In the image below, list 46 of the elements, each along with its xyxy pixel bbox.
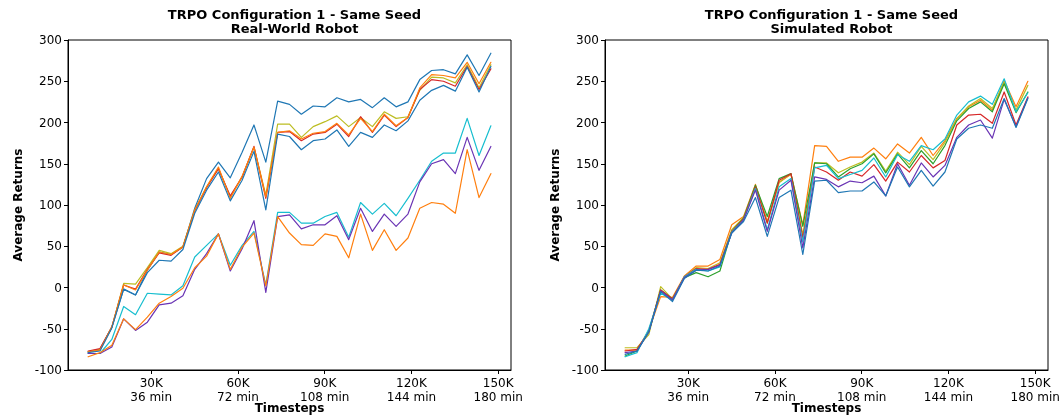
x2-tick-label: 36 min [130,390,173,404]
y-tick-label: 150 [576,156,599,171]
y-tick-label: 150 [39,156,62,171]
x-tick-label: 60K [763,376,788,390]
y-tick-label: 0 [54,280,62,295]
x2-tick-label: 180 min [473,390,523,404]
y-tick-label: -50 [579,321,599,336]
x-axis-title: Timesteps [254,401,325,415]
y-tick-label: -100 [571,363,599,377]
y-tick-label: -50 [42,321,62,336]
x-tick-label: 90K [850,376,875,390]
chart-title: TRPO Configuration 1 - Same Seed [167,7,422,22]
x-tick-label: 120K [933,376,965,390]
x2-tick-label: 108 min [837,390,887,404]
y-tick-label: 50 [46,239,62,254]
y-tick-label: 200 [576,115,599,130]
chart-subtitle: Simulated Robot [770,21,893,36]
y-tick-label: 50 [583,239,599,254]
x-tick-label: 90K [313,376,338,390]
x-tick-label: 150K [482,376,515,390]
y-tick-label: 250 [576,74,599,89]
x-tick-label: 150K [1019,376,1052,390]
y-tick-label: 100 [576,198,599,212]
x-tick-label: 30K [676,376,701,390]
y-tick-label: -100 [34,363,62,377]
x2-tick-label: 144 min [386,390,437,404]
chart-title: TRPO Configuration 1 - Same Seed [704,7,959,22]
x-tick-label: 30K [139,376,164,390]
x2-tick-label: 72 min [754,390,796,404]
y-tick-label: 250 [39,74,62,89]
y-tick-label: 0 [591,280,599,295]
y-tick-label: 300 [39,33,62,47]
x2-tick-label: 108 min [300,390,350,404]
x2-tick-label: 36 min [667,390,710,404]
x2-tick-label: 144 min [923,390,974,404]
x2-tick-label: 180 min [1010,390,1060,404]
y-tick-label: 300 [576,33,599,47]
y-axis-title: Average Returns [10,148,25,262]
x-tick-label: 60K [226,376,251,390]
x2-tick-label: 72 min [217,390,259,404]
y-tick-label: 200 [39,115,62,130]
y-tick-label: 100 [39,198,62,212]
chart-subtitle: Real-World Robot [230,21,359,36]
x-tick-label: 120K [396,376,428,390]
x-axis-title: Timesteps [791,401,862,415]
y-axis-title: Average Returns [547,148,562,262]
